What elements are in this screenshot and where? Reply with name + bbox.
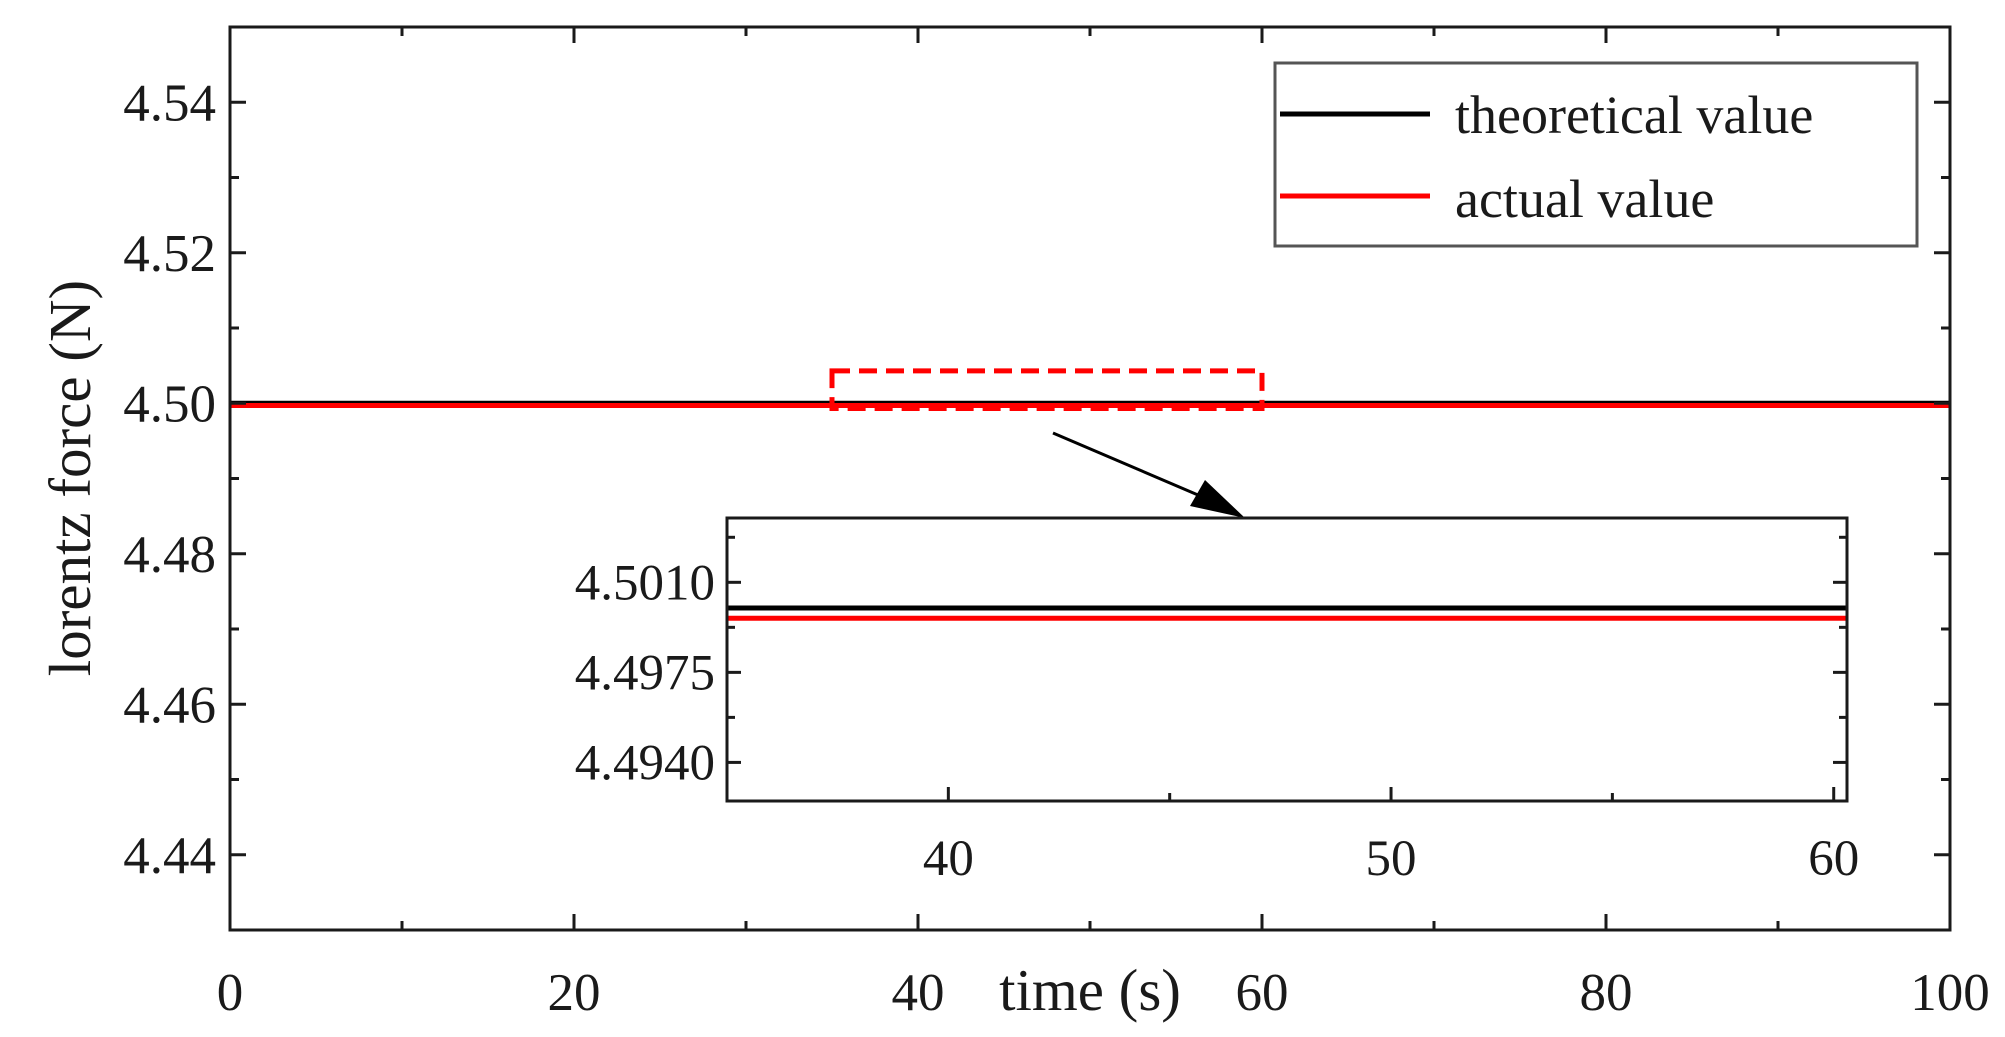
inset-y-tick-label: 4.5010: [575, 555, 715, 611]
inset-tick-label-layer: 40 50 60 4.4940 4.4975 4.5010: [575, 555, 1859, 887]
inset-y-tick-label: 4.4975: [575, 645, 715, 701]
x-tick-label: 40: [892, 964, 945, 1022]
inset-x-tick-label: 60: [1808, 831, 1859, 887]
main-tick-label-layer: 0 20 40 60 80 100 4.44 4.46 4.48 4.50 4.52 4.54: [123, 74, 1990, 1022]
y-axis-title: lorentz force (N): [37, 280, 103, 676]
legend: theoretical value actual value: [1273, 61, 1919, 248]
y-tick-label: 4.50: [123, 375, 216, 433]
inset-background: [727, 518, 1847, 801]
inset-y-tick-label: 4.4940: [575, 735, 715, 791]
inset-tick-layer: [727, 535, 1847, 801]
x-axis-title: time (s): [999, 957, 1181, 1023]
inset-series-layer: [727, 605, 1847, 621]
x-tick-label: 0: [217, 964, 244, 1022]
y-tick-label: 4.54: [123, 74, 216, 132]
legend-label-theoretical: theoretical value: [1455, 85, 1813, 145]
legend-label-actual: actual value: [1455, 169, 1714, 229]
zoom-region-box: [829, 368, 1265, 412]
main-series-layer: [230, 400, 1950, 408]
inset-panel: 40 50 60 4.4940 4.4975 4.5010: [575, 516, 1859, 887]
x-tick-label: 60: [1236, 964, 1289, 1022]
legend-box: [1273, 61, 1919, 248]
y-tick-label: 4.44: [123, 827, 216, 885]
x-tick-label: 100: [1910, 964, 1990, 1022]
zoom-arrow: [1052, 431, 1245, 518]
inset-plot-frame: [725, 516, 1849, 803]
main-tick-layer: [228, 27, 1952, 932]
inset-x-tick-label: 40: [923, 831, 974, 887]
y-tick-label: 4.46: [123, 676, 216, 734]
main-annotation-layer: [829, 368, 1265, 412]
inset-x-tick-label: 50: [1366, 831, 1417, 887]
x-tick-label: 80: [1580, 964, 1633, 1022]
y-tick-label: 4.48: [123, 526, 216, 584]
x-tick-label: 20: [548, 964, 601, 1022]
y-tick-label: 4.52: [123, 225, 216, 283]
